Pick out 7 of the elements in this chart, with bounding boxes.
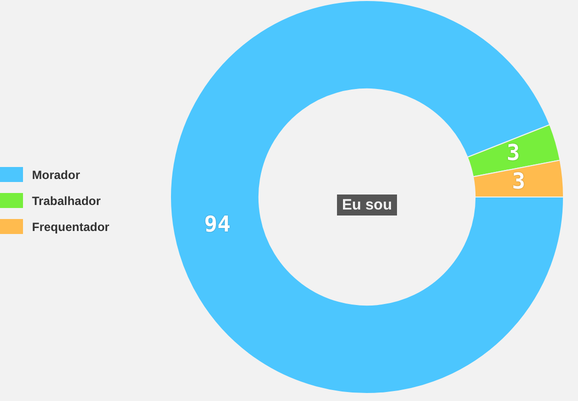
legend-label: Morador <box>32 168 80 182</box>
data-label: 94 <box>204 212 231 238</box>
text: Eu sou <box>336 194 398 216</box>
legend-label: Frequentador <box>32 220 110 234</box>
data-label: 3 <box>512 169 526 194</box>
legend-label: Trabalhador <box>32 194 101 208</box>
data-label: 3 <box>506 141 520 166</box>
